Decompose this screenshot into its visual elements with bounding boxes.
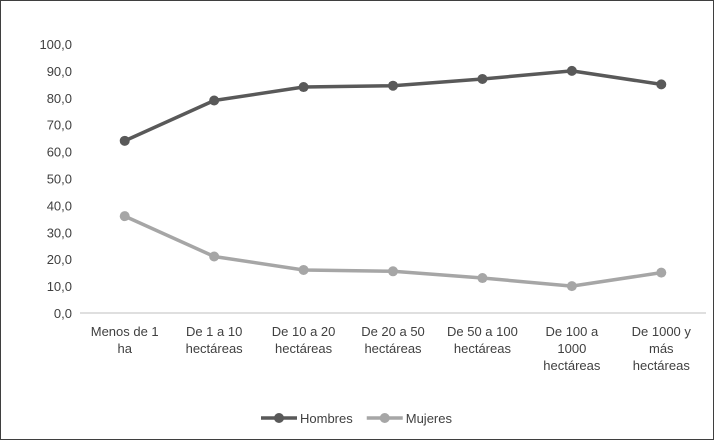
data-point-hombres — [656, 79, 667, 90]
data-point-mujeres — [119, 211, 130, 222]
data-point-mujeres — [209, 251, 220, 262]
x-tick-label: De 1 a 10 hectáreas — [186, 324, 244, 356]
y-tick-label: 50,0 — [47, 172, 72, 187]
data-point-mujeres — [566, 281, 577, 292]
y-tick-label: 70,0 — [47, 118, 72, 133]
data-point-hombres — [119, 135, 130, 146]
legend-label-hombres: Hombres — [300, 411, 353, 426]
y-tick-label: 40,0 — [47, 198, 72, 213]
x-tick-label: Menos de 1 ha — [91, 324, 159, 356]
x-tick-label: De 100 a 1000 hectáreas — [543, 324, 601, 373]
y-tick-label: 100,0 — [39, 37, 72, 52]
x-tick-label: De 20 a 50 hectáreas — [361, 324, 425, 356]
data-point-hombres — [566, 65, 577, 76]
x-tick-label: De 1000 y más hectáreas — [632, 324, 692, 373]
data-point-mujeres — [477, 273, 488, 284]
data-point-hombres — [209, 95, 220, 106]
y-tick-label: 80,0 — [47, 91, 72, 106]
series-group — [119, 65, 667, 292]
legend: Hombres Mujeres — [261, 411, 452, 426]
y-tick-label: 90,0 — [47, 64, 72, 79]
y-tick-label: 0,0 — [54, 306, 72, 321]
data-point-mujeres — [388, 266, 398, 277]
y-tick-label: 20,0 — [47, 252, 72, 267]
legend-label-mujeres: Mujeres — [406, 411, 453, 426]
x-tick-label: De 10 a 20 hectáreas — [272, 324, 336, 356]
legend-marker-mujeres — [379, 413, 390, 423]
data-point-hombres — [388, 80, 398, 91]
data-point-hombres — [477, 73, 488, 84]
legend-marker-hombres — [274, 413, 284, 423]
y-tick-label: 10,0 — [47, 279, 72, 294]
y-tick-label: 60,0 — [47, 145, 72, 160]
data-point-mujeres — [298, 264, 309, 275]
y-tick-label: 30,0 — [47, 225, 72, 240]
data-point-mujeres — [656, 267, 667, 278]
y-axis: 0,0 10,0 20,0 30,0 40,0 50,0 60,0 70,0 80,0 90,0 1… — [39, 37, 72, 321]
x-tick-label: De 50 a 100 hectáreas — [447, 324, 518, 356]
data-point-hombres — [298, 82, 309, 93]
x-axis: Menos de 1 ha De 1 a 10 hectáreas De 10 a 20… — [91, 324, 692, 373]
